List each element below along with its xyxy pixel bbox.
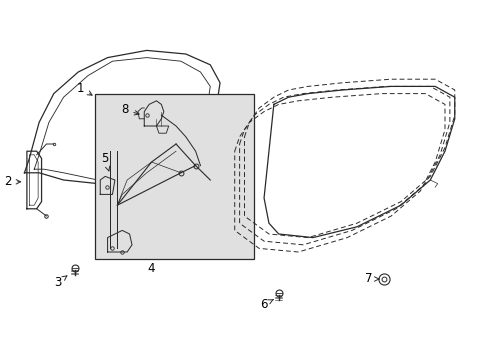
Text: 6: 6 xyxy=(260,298,273,311)
Text: 4: 4 xyxy=(147,262,155,275)
Text: 7: 7 xyxy=(365,273,378,285)
Text: 3: 3 xyxy=(54,276,67,289)
Text: 2: 2 xyxy=(4,175,20,188)
Text: 8: 8 xyxy=(121,103,139,116)
Bar xyxy=(95,94,254,259)
Text: 5: 5 xyxy=(101,152,109,171)
Text: 1: 1 xyxy=(77,82,92,95)
